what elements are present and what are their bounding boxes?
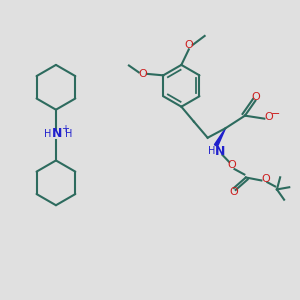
Text: O: O xyxy=(227,160,236,170)
Text: H: H xyxy=(208,146,215,157)
Text: +: + xyxy=(61,124,69,134)
Text: O: O xyxy=(185,40,194,50)
Text: N: N xyxy=(214,145,225,158)
Text: O: O xyxy=(229,187,238,197)
Text: N: N xyxy=(52,127,62,140)
Text: O: O xyxy=(252,92,260,101)
Text: O: O xyxy=(261,174,270,184)
Text: O: O xyxy=(138,69,147,79)
Text: H: H xyxy=(65,129,73,139)
Text: O: O xyxy=(265,112,273,122)
Text: −: − xyxy=(270,110,280,119)
Polygon shape xyxy=(214,128,226,146)
Text: H: H xyxy=(44,129,52,139)
